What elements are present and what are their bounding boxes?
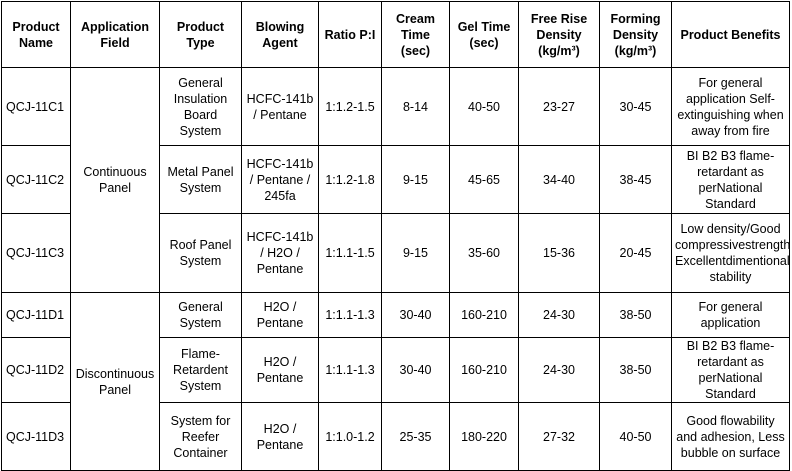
blowing-agent-cell: HCFC-141b / H2O / Pentane [241,213,319,293]
product-type-cell: General System [159,292,242,338]
header-application-field: Application Field [70,1,160,68]
gel-time-cell: 40-50 [449,67,519,146]
product-name-cell: QCJ-11C1 [1,67,71,146]
product-name-cell: QCJ-11D1 [1,292,71,338]
free-rise-density-cell: 24-30 [518,292,600,338]
cream-time-cell: 9-15 [381,213,450,293]
cream-time-cell: 8-14 [381,67,450,146]
blowing-agent-cell: H2O / Pentane [241,292,319,338]
product-type-cell: Roof Panel System [159,213,242,293]
benefits-cell: For general application [671,292,790,338]
benefits-cell: Low density/Good compressivestrength, Ex… [671,213,790,293]
table-row: QCJ-11D1 Discontinuous Panel General Sys… [1,292,790,471]
ratio-cell: 1:1.2-1.8 [318,145,382,214]
gel-time-cell: 35-60 [449,213,519,293]
free-rise-density-cell: 15-36 [518,213,600,293]
cream-time-cell: 9-15 [381,145,450,214]
header-product-name: Product Name [1,1,71,68]
gel-time-cell: 160-210 [449,292,519,338]
forming-density-cell: 40-50 [599,402,672,471]
header-product-benefits: Product Benefits [671,1,790,68]
benefits-cell: For general application Self-extinguishi… [671,67,790,146]
header-free-rise-density: Free Rise Density (kg/m³) [518,1,600,68]
product-type-cell: System for Reefer Container [159,402,242,471]
benefits-cell: BI B2 B3 flame-retardant as perNational … [671,145,790,214]
product-type-cell: Flame-Retardent System [159,337,242,403]
header-gel-time: Gel Time (sec) [449,1,519,68]
header-forming-density: Forming Density (kg/m³) [599,1,672,68]
blowing-agent-cell: HCFC-141b / Pentane / 245fa [241,145,319,214]
blowing-agent-cell: HCFC-141b / Pentane [241,67,319,146]
free-rise-density-cell: 23-27 [518,67,600,146]
forming-density-cell: 20-45 [599,213,672,293]
blowing-agent-cell: H2O / Pentane [241,337,319,403]
application-field-cell: Discontinuous Panel [70,292,160,471]
forming-density-cell: 30-45 [599,67,672,146]
product-name-cell: QCJ-11D2 [1,337,71,403]
cream-time-cell: 30-40 [381,292,450,338]
cream-time-cell: 25-35 [381,402,450,471]
table-row: QCJ-11C1 Continuous Panel General Insula… [1,67,790,293]
product-name-cell: QCJ-11C3 [1,213,71,293]
benefits-cell: BI B2 B3 flame-retardant as perNational … [671,337,790,403]
forming-density-cell: 38-50 [599,337,672,403]
ratio-cell: 1:1.0-1.2 [318,402,382,471]
product-type-cell: General Insulation Board System [159,67,242,146]
ratio-cell: 1:1.1-1.3 [318,292,382,338]
free-rise-density-cell: 27-32 [518,402,600,471]
free-rise-density-cell: 24-30 [518,337,600,403]
table-row: QCJ-11D2 Flame-Retardent System H2O / Pe… [1,337,790,403]
forming-density-cell: 38-45 [599,145,672,214]
cream-time-cell: 30-40 [381,337,450,403]
product-name-cell: QCJ-11C2 [1,145,71,214]
header-blowing-agent: Blowing Agent [241,1,319,68]
gel-time-cell: 180-220 [449,402,519,471]
gel-time-cell: 45-65 [449,145,519,214]
header-row: Product Name Application Field Product T… [1,1,790,68]
table-row: QCJ-11C2 Metal Panel System HCFC-141b / … [1,145,790,214]
product-type-cell: Metal Panel System [159,145,242,214]
free-rise-density-cell: 34-40 [518,145,600,214]
ratio-cell: 1:1.2-1.5 [318,67,382,146]
ratio-cell: 1:1.1-1.3 [318,337,382,403]
forming-density-cell: 38-50 [599,292,672,338]
header-ratio: Ratio P:I [318,1,382,68]
header-cream-time: Cream Time (sec) [381,1,450,68]
benefits-cell: Good flowability and adhesion, Less bubb… [671,402,790,471]
ratio-cell: 1:1.1-1.5 [318,213,382,293]
table-row: QCJ-11C3 Roof Panel System HCFC-141b / H… [1,213,790,293]
application-field-cell: Continuous Panel [70,67,160,293]
product-name-cell: QCJ-11D3 [1,402,71,471]
blowing-agent-cell: H2O / Pentane [241,402,319,471]
header-product-type: Product Type [159,1,242,68]
gel-time-cell: 160-210 [449,337,519,403]
